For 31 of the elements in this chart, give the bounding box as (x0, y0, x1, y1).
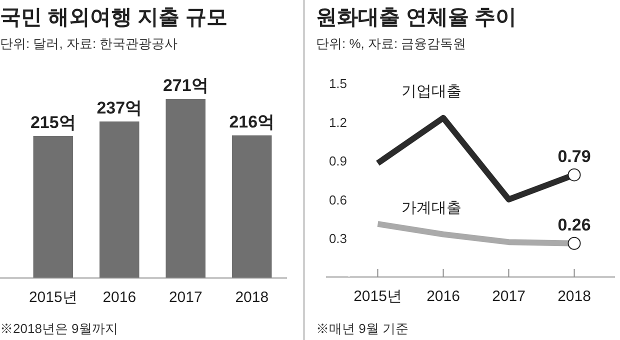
y-tick-label: 0.3 (328, 231, 348, 246)
x-tick-label: 2017 (492, 288, 526, 305)
x-tick-label: 2017 (168, 289, 202, 306)
x-tick-label: 2016 (102, 289, 136, 306)
bar (100, 121, 140, 278)
chart-title: 국민 해외여행 지출 규모 (0, 6, 228, 29)
x-tick-label: 2016 (426, 288, 460, 305)
y-tick-label: 1.5 (328, 76, 348, 91)
bar (33, 136, 73, 278)
series-label: 가계대출 (401, 199, 462, 216)
x-tick-label: 2015년 (354, 288, 402, 305)
chart-subtitle: 단위: %, 자료: 금융감독원 (316, 36, 466, 51)
data-label: 215억 (30, 112, 76, 132)
series-label: 기업대출 (401, 82, 462, 100)
x-tick-label: 2018 (558, 288, 591, 305)
data-label: 271억 (162, 76, 208, 95)
x-tick-label: 2018 (235, 289, 269, 306)
x-tick-label: 2015년 (28, 289, 78, 306)
chart-title: 원화대출 연체율 추이 (316, 6, 517, 29)
data-label: 216억 (229, 112, 275, 132)
y-tick-label: 0.9 (328, 154, 348, 169)
data-label: 0.79 (558, 146, 591, 166)
y-tick-label: 0.6 (328, 192, 348, 208)
bar (232, 135, 272, 278)
text: ※매년 9월 기준 (316, 321, 408, 336)
y-tick-label: 1.2 (328, 114, 348, 130)
data-label: 0.26 (558, 215, 591, 234)
text: ※2018년은 9월까지 (0, 321, 118, 336)
bar (166, 99, 206, 278)
data-label: 237억 (96, 98, 142, 118)
chart-subtitle: 단위: 달러, 자료: 한국관광공사 (0, 36, 178, 51)
